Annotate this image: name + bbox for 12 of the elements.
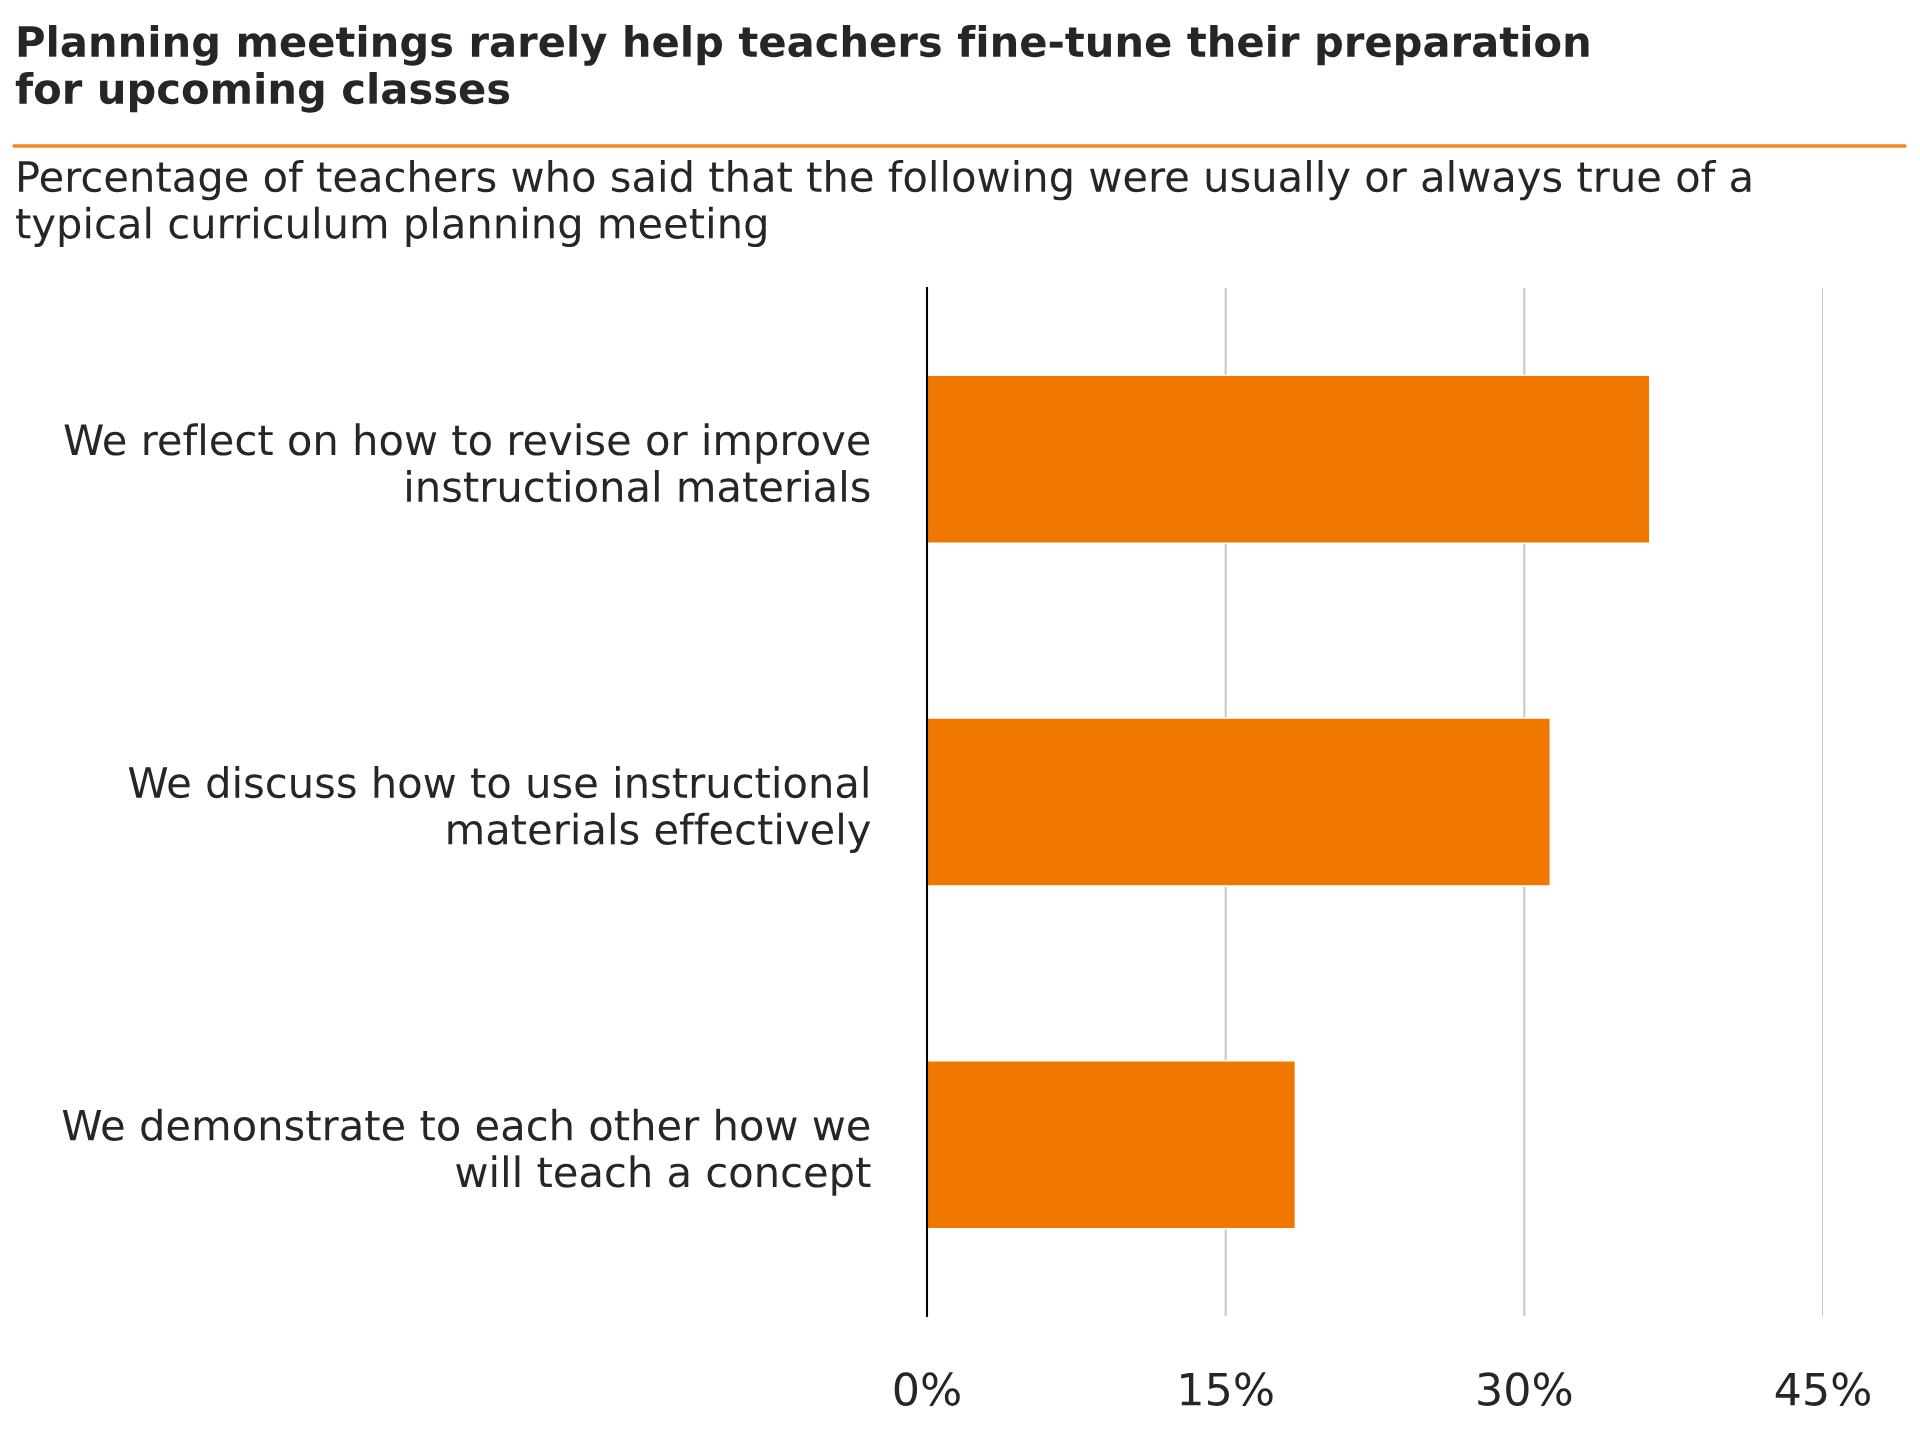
x-tick-label: 30%: [1478, 1372, 1572, 1406]
bar: [927, 1060, 1297, 1230]
chart-subtitle: Percentage of teachers who said that the following were usually or always true of a typical curriculum planning meeting: [16, 160, 1751, 247]
x-tick-label: 45%: [1775, 1372, 1870, 1406]
y-tick-label: We reflect on how to revise or improve instructional materials: [64, 423, 870, 503]
y-tick-label: We discuss how to use instructional materials effectively: [128, 766, 871, 853]
chart-title: Planning meetings rarely help teachers fine-tune their preparation for upcoming classes: [15, 25, 1589, 113]
bar: [927, 717, 1551, 887]
bar: [927, 374, 1651, 544]
x-tick-label: 0%: [894, 1372, 960, 1406]
y-tick-label: We demonstrate to each other how we will teach a concept: [62, 1108, 871, 1196]
x-tick-label: 15%: [1181, 1372, 1273, 1406]
